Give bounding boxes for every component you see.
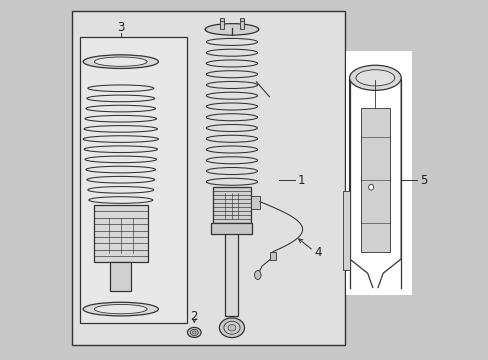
Text: 5: 5 — [419, 174, 427, 186]
Bar — [80, 37, 187, 323]
Ellipse shape — [227, 324, 235, 331]
Ellipse shape — [83, 55, 158, 68]
Ellipse shape — [254, 271, 261, 279]
Text: 1: 1 — [297, 174, 305, 186]
Bar — [225, 226, 238, 316]
Bar — [72, 12, 344, 345]
Ellipse shape — [355, 70, 394, 86]
Text: 4: 4 — [314, 246, 321, 259]
Ellipse shape — [368, 184, 373, 190]
Bar — [269, 252, 275, 260]
Ellipse shape — [83, 302, 158, 316]
Bar — [239, 21, 244, 30]
Bar — [219, 21, 224, 30]
Ellipse shape — [94, 57, 147, 66]
Bar — [213, 187, 250, 223]
Bar — [250, 196, 259, 209]
Bar — [361, 108, 389, 252]
Text: 2: 2 — [190, 310, 198, 324]
Ellipse shape — [94, 305, 147, 314]
Bar — [94, 205, 147, 262]
Ellipse shape — [187, 327, 201, 337]
Ellipse shape — [349, 65, 400, 90]
Bar — [346, 51, 411, 295]
Text: 3: 3 — [117, 21, 124, 34]
Bar — [240, 18, 244, 22]
Ellipse shape — [204, 24, 258, 35]
FancyBboxPatch shape — [343, 191, 349, 270]
Ellipse shape — [219, 318, 244, 338]
Ellipse shape — [224, 321, 240, 334]
Bar — [110, 262, 131, 291]
Ellipse shape — [192, 331, 196, 334]
Bar — [211, 223, 252, 234]
Bar — [220, 18, 223, 22]
Ellipse shape — [190, 329, 198, 336]
